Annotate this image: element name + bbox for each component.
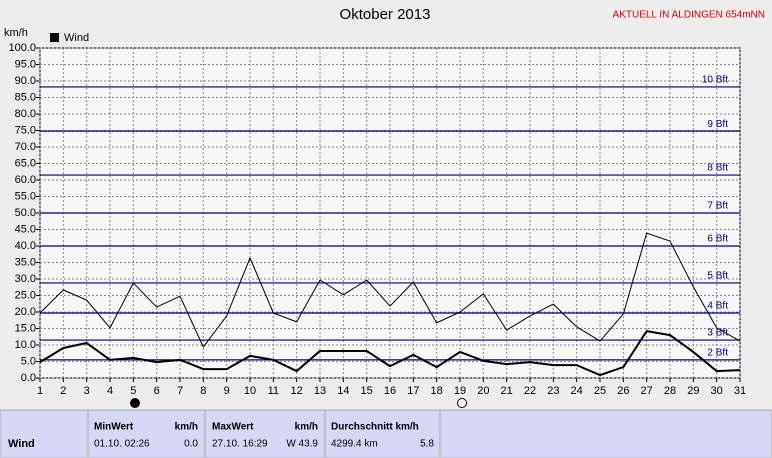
y-axis-label: km/h <box>4 27 28 39</box>
y-tick-label: 45.0 <box>15 223 36 235</box>
x-tick-label: 10 <box>244 385 256 397</box>
y-tick-label: 90.0 <box>15 75 36 87</box>
x-tick-label: 1 <box>37 385 43 397</box>
y-tick-label: 70.0 <box>15 141 36 153</box>
beaufort-label: 8 Bft <box>707 163 728 174</box>
x-tick-label: 24 <box>571 385 583 397</box>
table-header: Durchschnitt km/h <box>331 422 419 433</box>
table-cell: 4299.4 km <box>331 439 378 450</box>
subtitle: AKTUELL IN ALDINGEN 654mNN <box>613 10 765 21</box>
table-header: km/h <box>295 422 318 433</box>
x-tick-label: 31 <box>734 385 746 397</box>
beaufort-label: 10 Bft <box>702 75 728 86</box>
beaufort-label: 6 Bft <box>707 234 728 245</box>
table-bg <box>0 409 772 458</box>
moon-icon <box>457 398 467 408</box>
table-row-label: Wind <box>8 438 35 450</box>
x-tick-label: 13 <box>314 385 326 397</box>
x-tick-label: 8 <box>200 385 206 397</box>
moon-icon <box>130 398 140 408</box>
x-tick-label: 11 <box>268 385 279 397</box>
y-tick-label: 80.0 <box>15 108 36 120</box>
beaufort-label: 9 Bft <box>707 119 728 130</box>
x-tick-label: 23 <box>547 385 559 397</box>
series-line <box>39 232 741 348</box>
y-tick-label: 10.0 <box>15 339 36 351</box>
x-tick-label: 4 <box>107 385 113 397</box>
x-tick-label: 5 <box>130 385 136 397</box>
x-tick-label: 15 <box>361 385 373 397</box>
x-tick-label: 22 <box>524 385 536 397</box>
x-tick-label: 27 <box>641 385 653 397</box>
x-tick-label: 2 <box>60 385 66 397</box>
y-tick-label: 50.0 <box>15 207 36 219</box>
summary-table: MinWert km/h MaxWert km/h Durchschnitt k… <box>0 409 772 458</box>
x-tick-label: 12 <box>291 385 303 397</box>
legend-label: Wind <box>64 32 89 44</box>
table-cell: 27.10. 16:29 <box>212 439 268 450</box>
y-tick-label: 25.0 <box>15 289 36 301</box>
x-tick-label: 6 <box>154 385 160 397</box>
y-tick-label: 75.0 <box>15 124 36 136</box>
y-tick-label: 0.0 <box>21 372 36 384</box>
legend-swatch <box>50 33 59 42</box>
table-header: MaxWert <box>212 422 254 433</box>
beaufort-label: 5 Bft <box>707 271 728 282</box>
table-cell: 01.10. 02:26 <box>94 439 150 450</box>
x-tick-label: 16 <box>384 385 396 397</box>
y-tick-label: 35.0 <box>15 256 36 268</box>
x-tick-label: 14 <box>337 385 349 397</box>
x-tick-label: 7 <box>177 385 183 397</box>
x-tick-label: 29 <box>687 385 699 397</box>
table-cell: W 43.9 <box>286 439 318 450</box>
x-tick-label: 17 <box>407 385 419 397</box>
y-tick-label: 5.0 <box>21 355 36 367</box>
x-tick-label: 21 <box>501 385 513 397</box>
y-tick-label: 95.0 <box>15 58 36 70</box>
y-tick-label: 15.0 <box>15 322 36 334</box>
y-tick-label: 30.0 <box>15 273 36 285</box>
series-line <box>39 330 741 377</box>
x-tick-label: 20 <box>477 385 489 397</box>
x-tick-label: 18 <box>431 385 443 397</box>
x-tick-label: 28 <box>664 385 676 397</box>
y-tick-label: 100.0 <box>8 42 36 54</box>
y-tick-label: 85.0 <box>15 91 36 103</box>
y-tick-label: 65.0 <box>15 157 36 169</box>
beaufort-label: 4 Bft <box>707 301 728 312</box>
x-tick-label: 30 <box>711 385 723 397</box>
y-tick-label: 20.0 <box>15 306 36 318</box>
table-header: MinWert <box>94 422 134 433</box>
table-cell: 5.8 <box>420 439 434 450</box>
beaufort-label: 7 Bft <box>707 201 728 212</box>
y-tick-label: 55.0 <box>15 190 36 202</box>
y-tick-label: 60.0 <box>15 174 36 186</box>
x-tick-label: 3 <box>84 385 90 397</box>
chart-title: Oktober 2013 <box>340 6 431 23</box>
x-tick-label: 26 <box>617 385 629 397</box>
x-tick-label: 19 <box>454 385 466 397</box>
x-tick-label: 9 <box>224 385 230 397</box>
table-cell: 0.0 <box>184 439 198 450</box>
beaufort-label: 3 Bft <box>707 328 728 339</box>
table-header: km/h <box>175 422 198 433</box>
y-tick-label: 40.0 <box>15 240 36 252</box>
beaufort-label: 2 Bft <box>707 347 728 358</box>
x-tick-label: 25 <box>594 385 606 397</box>
